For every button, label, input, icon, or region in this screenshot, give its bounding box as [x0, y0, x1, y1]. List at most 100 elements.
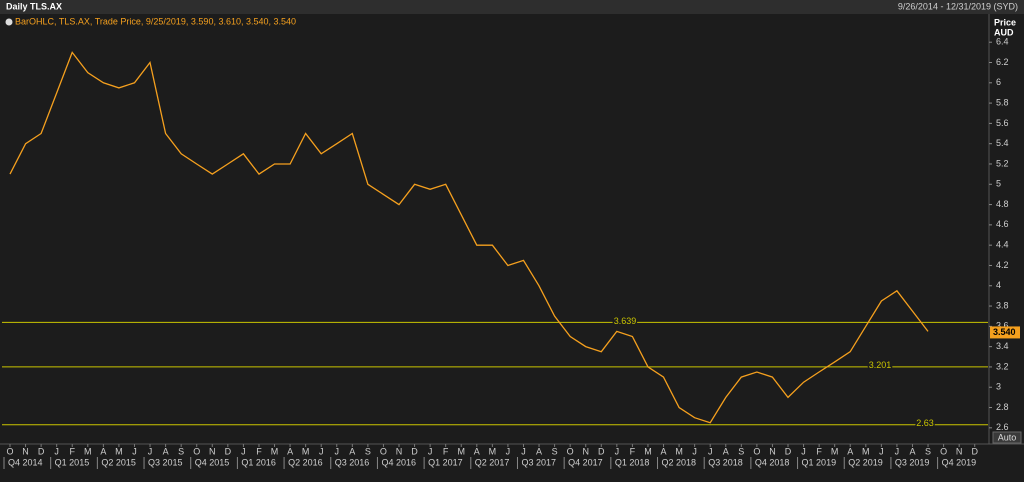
- x-tick-label: S: [738, 446, 744, 456]
- y-tick-label: 2.8: [996, 402, 1009, 412]
- chart-title: Daily TLS.AX: [6, 1, 62, 11]
- legend-text: BarOHLC, TLS.AX, Trade Price, 9/25/2019,…: [15, 16, 296, 26]
- quarter-label: Q3 2016: [335, 457, 370, 467]
- y-tick-label: 3: [996, 382, 1001, 392]
- quarter-label: Q1 2017: [428, 457, 463, 467]
- x-tick-label: D: [971, 446, 978, 456]
- x-tick-label: J: [615, 446, 620, 456]
- x-tick-label: M: [115, 446, 123, 456]
- level-label: 3.201: [869, 360, 892, 370]
- x-tick-label: O: [940, 446, 947, 456]
- y-tick-label: 4: [996, 280, 1001, 290]
- x-tick-label: J: [241, 446, 246, 456]
- x-tick-label: O: [6, 446, 13, 456]
- header-bar: [0, 0, 1024, 14]
- y-tick-label: 5.8: [996, 97, 1009, 107]
- x-tick-label: M: [489, 446, 497, 456]
- auto-button-label[interactable]: Auto: [998, 432, 1017, 442]
- x-tick-label: N: [582, 446, 589, 456]
- y-tick-label: 5.6: [996, 118, 1009, 128]
- x-tick-label: F: [816, 446, 822, 456]
- y-tick-label: 4.4: [996, 240, 1009, 250]
- x-tick-label: M: [457, 446, 465, 456]
- x-tick-label: J: [148, 446, 153, 456]
- quarter-label: Q2 2016: [288, 457, 323, 467]
- x-tick-label: D: [38, 446, 45, 456]
- x-tick-label: N: [396, 446, 403, 456]
- quarter-label: Q4 2018: [755, 457, 790, 467]
- x-tick-label: A: [723, 446, 729, 456]
- quarter-label: Q4 2019: [942, 457, 977, 467]
- y-tick-label: 3.4: [996, 341, 1009, 351]
- x-tick-label: F: [69, 446, 75, 456]
- x-tick-label: S: [365, 446, 371, 456]
- x-tick-label: J: [708, 446, 713, 456]
- x-tick-label: J: [801, 446, 806, 456]
- x-tick-label: F: [630, 446, 636, 456]
- x-tick-label: D: [411, 446, 418, 456]
- x-tick-label: M: [644, 446, 652, 456]
- quarter-label: Q2 2019: [848, 457, 883, 467]
- x-tick-label: J: [132, 446, 137, 456]
- x-tick-label: A: [536, 446, 542, 456]
- x-tick-label: F: [256, 446, 262, 456]
- x-tick-label: D: [785, 446, 792, 456]
- x-tick-label: O: [380, 446, 387, 456]
- y-tick-label: 6: [996, 77, 1001, 87]
- x-tick-label: M: [302, 446, 310, 456]
- x-tick-label: S: [178, 446, 184, 456]
- quarter-label: Q1 2016: [241, 457, 276, 467]
- y-tick-label: 5.4: [996, 138, 1009, 148]
- y-tick-label: 4.6: [996, 219, 1009, 229]
- price-line: [9, 51, 929, 424]
- legend-icon: [5, 18, 13, 26]
- x-tick-label: J: [521, 446, 526, 456]
- y-tick-label: 4.8: [996, 199, 1009, 209]
- x-tick-label: J: [54, 446, 59, 456]
- x-tick-label: F: [443, 446, 449, 456]
- level-label: 2.63: [916, 418, 934, 428]
- x-tick-label: A: [661, 446, 667, 456]
- quarter-label: Q4 2016: [381, 457, 416, 467]
- y-tick-label: 3.6: [996, 321, 1009, 331]
- x-tick-label: A: [349, 446, 355, 456]
- quarter-label: Q2 2018: [662, 457, 697, 467]
- x-tick-label: S: [925, 446, 931, 456]
- x-tick-label: O: [193, 446, 200, 456]
- last-price-tag: [990, 326, 1020, 339]
- x-tick-label: J: [879, 446, 884, 456]
- quarter-label: Q4 2017: [568, 457, 603, 467]
- y-tick-label: 5: [996, 179, 1001, 189]
- quarter-label: Q2 2017: [475, 457, 510, 467]
- x-tick-label: J: [335, 446, 340, 456]
- last-price-label: 3.540: [993, 327, 1016, 337]
- x-tick-label: S: [552, 446, 558, 456]
- x-tick-label: A: [287, 446, 293, 456]
- auto-button[interactable]: [992, 431, 1022, 444]
- y-tick-label: 5.2: [996, 158, 1009, 168]
- x-tick-label: A: [474, 446, 480, 456]
- x-tick-label: A: [909, 446, 915, 456]
- y-tick-label: 3.2: [996, 361, 1009, 371]
- x-tick-label: A: [847, 446, 853, 456]
- y-tick-label: 6.4: [996, 37, 1009, 47]
- quarter-label: Q1 2015: [55, 457, 90, 467]
- x-tick-label: D: [225, 446, 232, 456]
- quarter-label: Q3 2018: [708, 457, 743, 467]
- quarter-label: Q3 2019: [895, 457, 930, 467]
- quarter-label: Q4 2014: [8, 457, 43, 467]
- y-tick-label: 3.8: [996, 300, 1009, 310]
- quarter-label: Q3 2015: [148, 457, 183, 467]
- x-tick-label: A: [163, 446, 169, 456]
- y-tick-label: 2.6: [996, 422, 1009, 432]
- quarter-label: Q1 2019: [802, 457, 837, 467]
- x-tick-label: M: [831, 446, 839, 456]
- quarter-label: Q3 2017: [521, 457, 556, 467]
- y-tick-label: 4.2: [996, 260, 1009, 270]
- x-tick-label: M: [862, 446, 870, 456]
- x-tick-label: O: [567, 446, 574, 456]
- x-tick-label: J: [428, 446, 433, 456]
- x-tick-label: D: [598, 446, 605, 456]
- x-tick-label: J: [692, 446, 697, 456]
